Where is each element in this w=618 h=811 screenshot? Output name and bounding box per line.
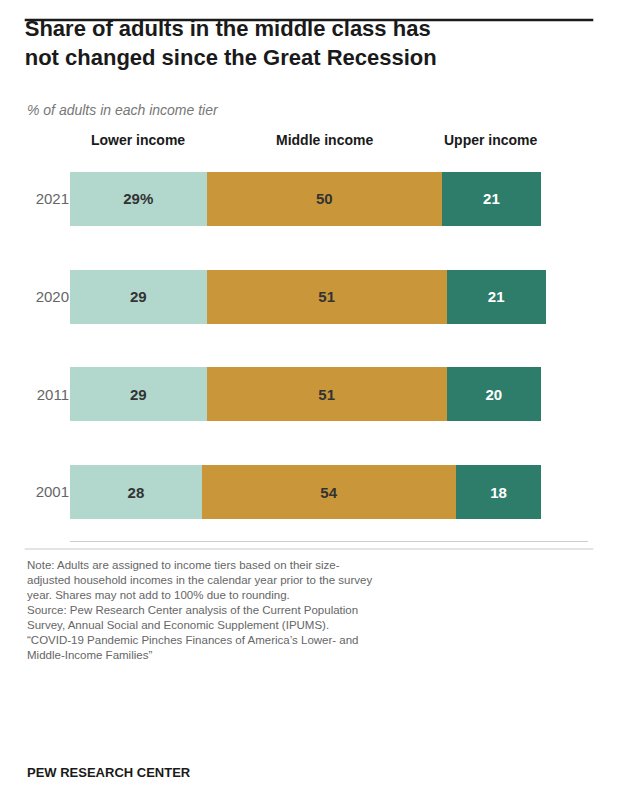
svg-text:Share of adults in the middle: Share of adults in the middle class hasn… [25,16,437,70]
svg-text:Note: Adults are assigned to i: Note: Adults are assigned to income tier… [27,559,372,661]
svg-text:Middle income: Middle income [276,132,373,148]
svg-text:2001: 2001 [36,483,69,500]
svg-text:20: 20 [485,386,502,403]
svg-text:50: 50 [316,190,333,207]
svg-text:% of adults in each income tie: % of adults in each income tier [27,102,219,118]
svg-text:28: 28 [128,484,145,501]
svg-text:29: 29 [130,386,147,403]
svg-text:2011: 2011 [37,386,69,403]
svg-text:54: 54 [320,484,337,501]
svg-text:Upper income: Upper income [444,132,538,148]
svg-text:29%: 29% [123,190,153,207]
svg-text:Lower income: Lower income [91,132,185,148]
svg-text:29: 29 [130,288,147,305]
svg-text:51: 51 [318,288,335,305]
svg-text:21: 21 [488,288,505,305]
svg-text:2021: 2021 [36,190,69,207]
svg-text:51: 51 [318,386,335,403]
svg-text:21: 21 [483,190,500,207]
svg-text:PEW RESEARCH CENTER: PEW RESEARCH CENTER [27,765,191,780]
svg-text:2020: 2020 [36,288,69,305]
svg-text:18: 18 [490,484,507,501]
